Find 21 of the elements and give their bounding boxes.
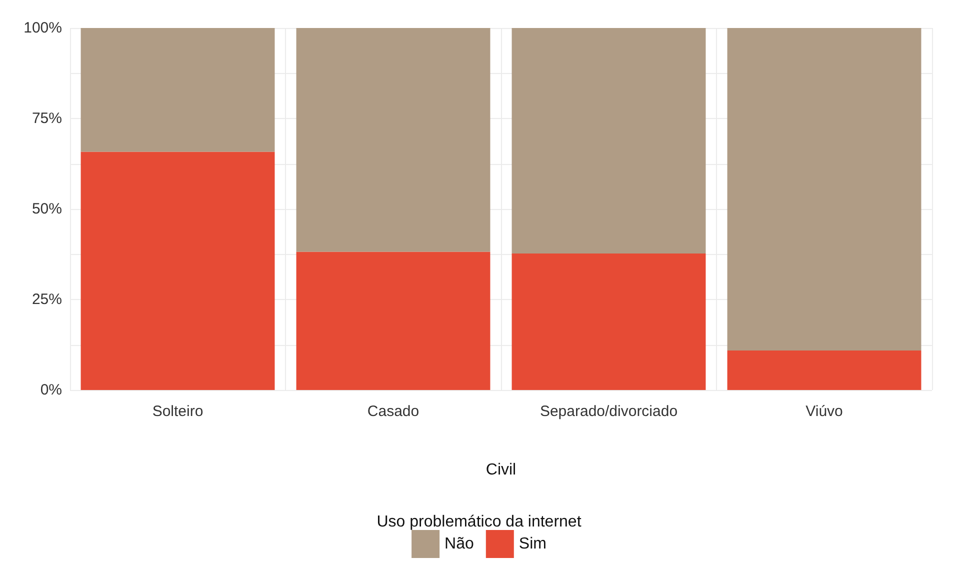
legend-title: Uso problemático da internet	[376, 514, 582, 530]
x-tick-label: Casado	[367, 403, 420, 420]
y-tick-label: 50%	[32, 200, 62, 218]
y-tick-label: 75%	[32, 110, 62, 127]
legend-label: Não	[444, 536, 474, 552]
bar	[727, 28, 922, 351]
bar	[512, 254, 706, 390]
bar	[512, 28, 706, 254]
bar	[296, 28, 490, 252]
bar	[80, 28, 275, 152]
bar	[80, 152, 275, 390]
y-tick-label: 0%	[40, 382, 62, 398]
y-tick-label: 25%	[32, 291, 62, 308]
bar	[727, 350, 922, 390]
bar	[296, 252, 490, 390]
legend-label: Sim	[518, 536, 546, 552]
y-tick-label: 100%	[24, 20, 62, 36]
x-tick-label: Separado/divorciado	[540, 403, 678, 420]
x-tick-label: Viúvo	[806, 403, 843, 420]
x-tick-label: Solteiro	[152, 403, 204, 420]
x-axis-title: Civil	[486, 462, 516, 478]
